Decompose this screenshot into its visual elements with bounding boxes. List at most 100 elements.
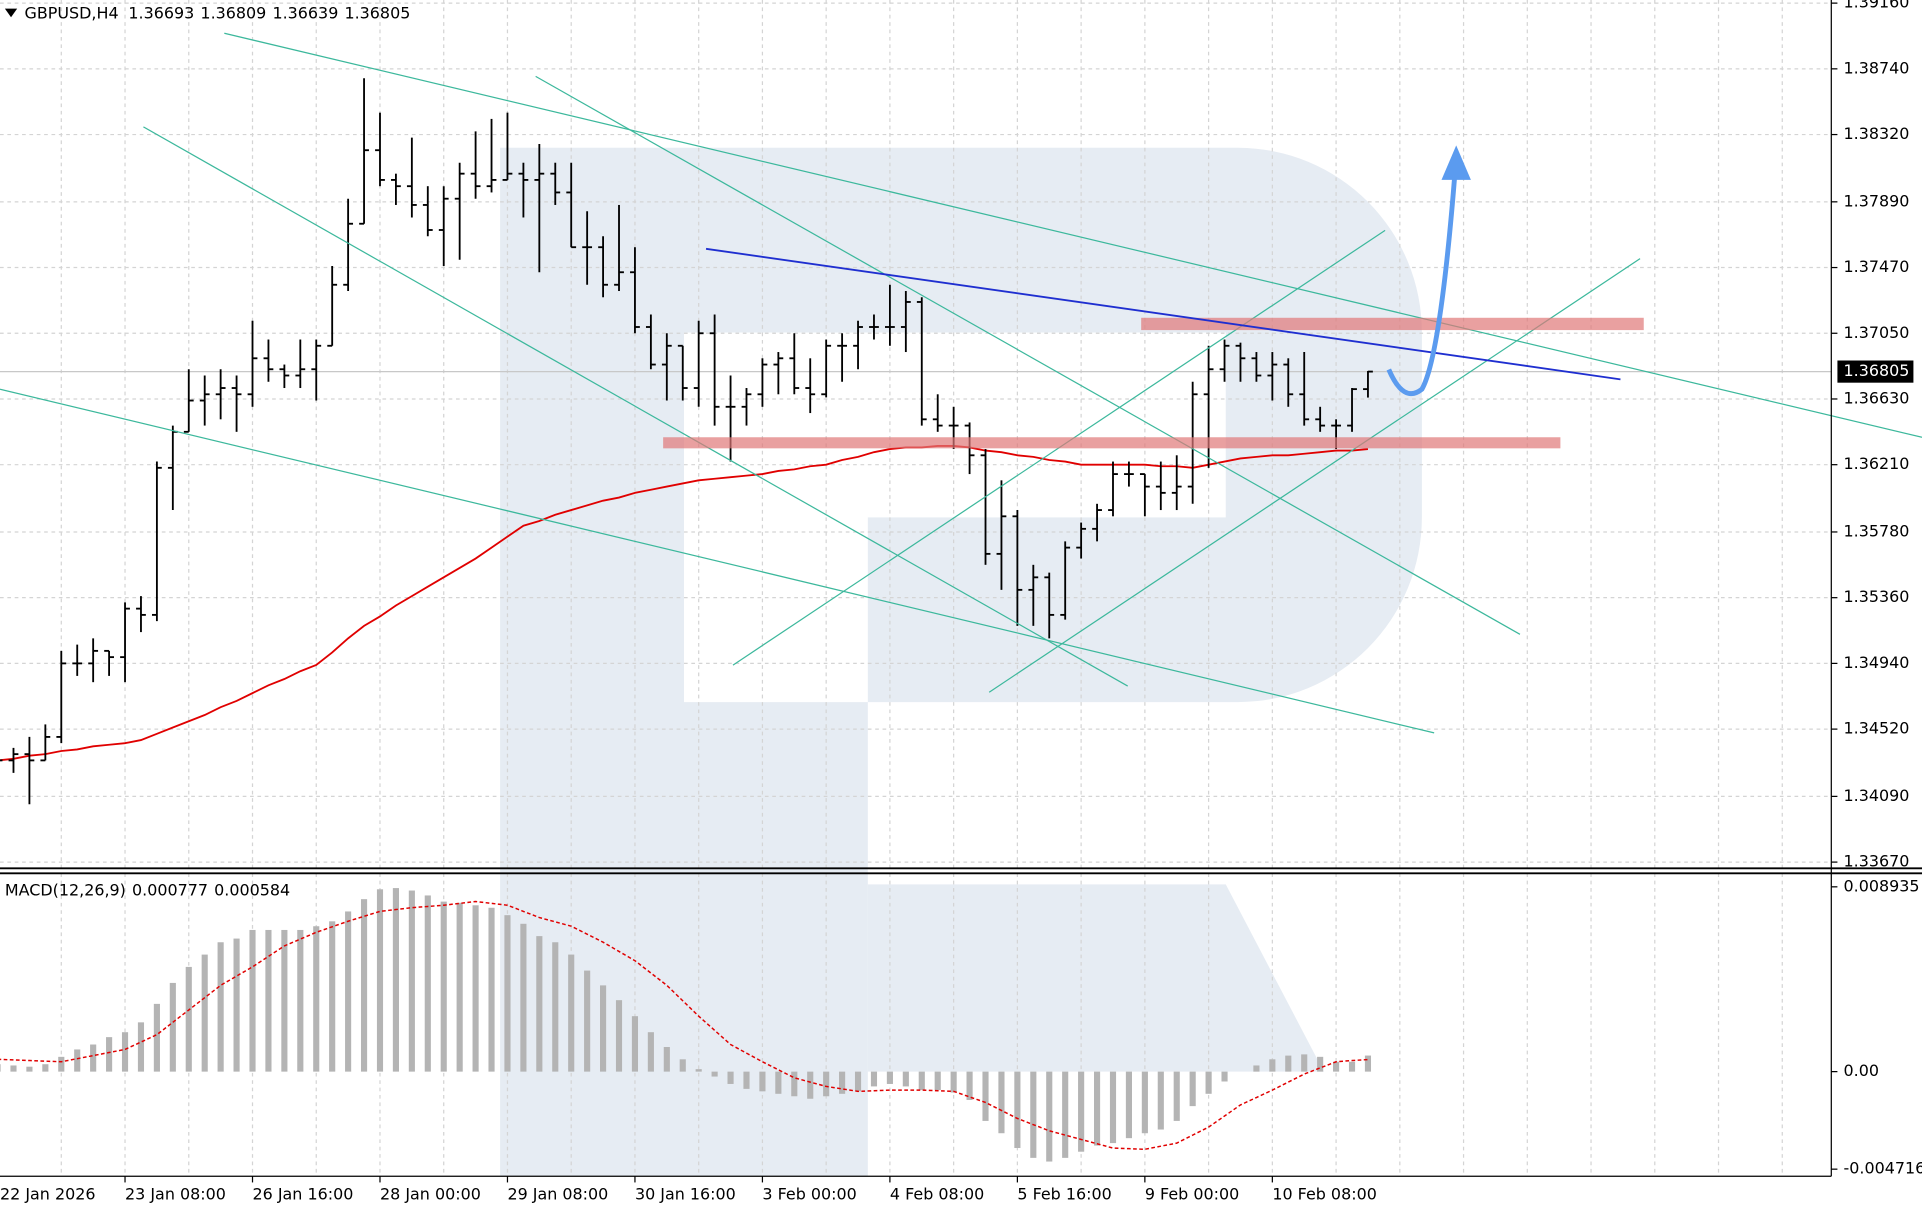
macd-bar: [376, 889, 384, 1072]
y-tick-label: 1.35780: [1844, 521, 1910, 540]
macd-bar: [58, 1056, 65, 1072]
macd-bar: [329, 921, 336, 1072]
macd-bar: [1301, 1054, 1308, 1072]
frame: [0, 0, 1922, 1177]
macd-bar: [26, 1066, 33, 1072]
data-layer: [0, 78, 1373, 1162]
macd-bar: [1253, 1065, 1260, 1072]
macd-bar: [169, 982, 176, 1072]
macd-bar: [90, 1044, 97, 1072]
macd-bar: [934, 1071, 941, 1091]
macd-bar: [775, 1071, 782, 1094]
macd-bar: [1109, 1071, 1117, 1144]
forecast-arrow: [1386, 172, 1458, 396]
x-tick-label: 30 Jan 16:00: [635, 1184, 736, 1203]
x-tick-label: 5 Feb 16:00: [1017, 1184, 1111, 1203]
macd-bar: [1205, 1071, 1212, 1094]
menu-arrow[interactable]: [4, 8, 18, 18]
macd-bar: [615, 1000, 623, 1072]
trend-line: [988, 258, 1641, 693]
macd-header: MACD(12,26,9) 0.000777 0.000584: [5, 880, 290, 899]
macd-bar: [711, 1071, 718, 1077]
x-tick-label: 29 Jan 08:00: [507, 1184, 608, 1203]
macd-panel: [0, 888, 1372, 1162]
macd-bar: [185, 966, 192, 1072]
y-tick-label: 1.36630: [1844, 388, 1910, 407]
watermark-leg: [867, 884, 1324, 1072]
x-tick-label: 3 Feb 00:00: [762, 1184, 856, 1203]
x-tick-label: 26 Jan 16:00: [253, 1184, 354, 1203]
macd-bar: [823, 1071, 830, 1097]
macd-bar: [1014, 1071, 1021, 1149]
macd-bar: [520, 923, 527, 1072]
macd-bar: [647, 1032, 654, 1072]
macd-bar: [950, 1071, 957, 1093]
macd-bar: [217, 942, 224, 1072]
macd-bar: [807, 1071, 814, 1099]
macd-bar: [536, 936, 543, 1072]
resistance-zone: [1141, 317, 1644, 331]
macd-bar: [886, 1071, 893, 1084]
macd-bar: [1141, 1071, 1148, 1134]
macd-bar: [472, 905, 479, 1072]
macd-bar: [854, 1071, 862, 1092]
macd-bar: [966, 1071, 973, 1100]
blue-trend-line: [705, 247, 1621, 381]
macd-last: 0.000777: [132, 880, 208, 899]
macd-bar: [552, 942, 559, 1072]
support-zone: [663, 437, 1561, 449]
macd-bar: [1317, 1056, 1324, 1072]
macd-bar: [74, 1049, 81, 1072]
macd-bar: [1221, 1071, 1228, 1082]
macd-bar: [1189, 1071, 1196, 1107]
y-tick-label: 1.36210: [1844, 454, 1910, 473]
y-tick-label: 1.33670: [1844, 852, 1910, 871]
macd-bar: [360, 899, 368, 1072]
x-tick-label: 4 Feb 08:00: [890, 1184, 984, 1203]
macd-bar: [0, 1064, 1, 1072]
annotations: [0, 32, 1922, 734]
macd-bar: [584, 970, 591, 1072]
macd-bar: [313, 926, 320, 1072]
y-tick-label: 1.38740: [1844, 58, 1910, 77]
y-tick-label: 1.39160: [1844, 0, 1910, 12]
macd-bar: [902, 1071, 909, 1087]
macd-bar: [10, 1065, 17, 1072]
macd-bar: [42, 1064, 49, 1072]
y-tick-label: 0.00: [1844, 1061, 1879, 1080]
macd-bar: [201, 954, 208, 1072]
macd-bar: [998, 1071, 1005, 1134]
last-high: 1.36809: [200, 3, 266, 22]
macd-bar: [759, 1071, 766, 1092]
x-tick-label: 22 Jan 2026: [0, 1184, 96, 1203]
macd-bar: [1093, 1071, 1101, 1146]
y-tick-label: 1.35360: [1844, 587, 1910, 606]
macd-bar: [791, 1071, 798, 1097]
chart-header: GBPUSD,H4 1.36693 1.36809 1.36639 1.36805: [25, 3, 411, 22]
trend-line: [0, 388, 1435, 734]
current-price-label: 1.36805: [1844, 361, 1910, 380]
macd-bar: [568, 954, 575, 1072]
macd-bar: [424, 895, 431, 1072]
macd-bar: [1046, 1071, 1053, 1162]
macd-bar: [265, 929, 272, 1072]
macd-bar: [392, 888, 399, 1072]
macd-bar: [408, 890, 415, 1072]
macd-bar: [233, 938, 240, 1072]
signal-line: [0, 900, 1368, 1151]
macd-bar: [1030, 1071, 1037, 1158]
y-tick-label: 1.37470: [1844, 257, 1910, 276]
macd-bar: [137, 1022, 145, 1072]
macd-bar: [345, 911, 352, 1072]
y-tick-label: 1.37050: [1844, 323, 1910, 342]
y-tick-label: 1.34940: [1844, 653, 1910, 672]
macd-bar: [1364, 1055, 1372, 1072]
trend-line: [224, 32, 1922, 438]
y-tick-label: 1.38320: [1844, 124, 1910, 143]
macd-bar: [249, 929, 256, 1072]
price-panel: [0, 78, 1373, 805]
macd-bar: [1062, 1071, 1069, 1158]
macd-bar: [1125, 1071, 1132, 1139]
trend-line: [143, 126, 1129, 687]
